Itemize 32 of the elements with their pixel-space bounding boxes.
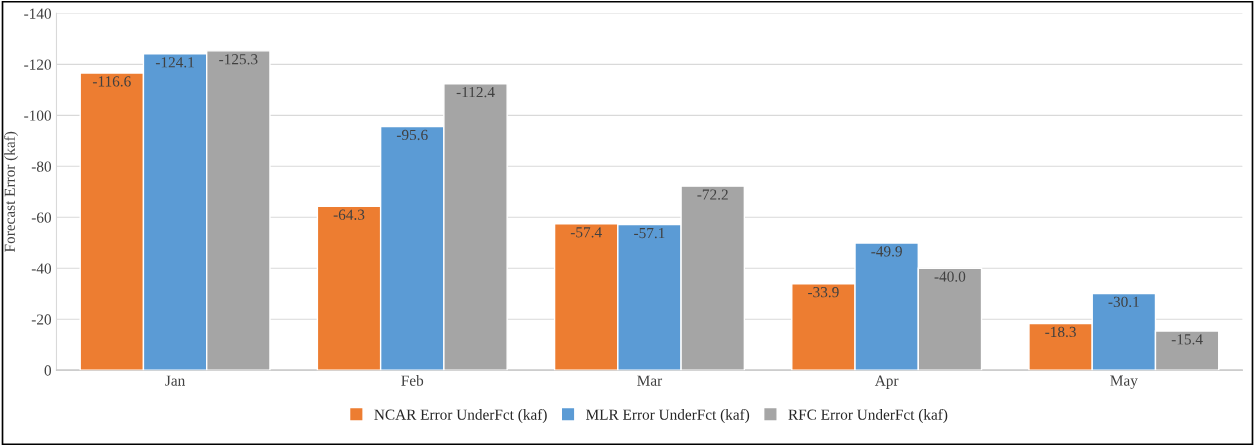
data-label: -49.9 [871,246,902,257]
data-label: -18.3 [1045,326,1076,338]
data-label: -125.3 [219,54,258,65]
data-label: -15.4 [1171,334,1203,345]
data-label: -116.6 [92,76,131,87]
x-tick-label: Jan [165,375,186,386]
x-tick-label: May [1110,375,1138,389]
y-tick-label: -140 [24,8,52,19]
legend-label: MLR Error UnderFct (kaf) [586,408,750,423]
y-tick-label: -40 [31,263,52,274]
y-tick-label: -80 [31,161,52,172]
data-label: -33.9 [808,287,839,298]
data-label: -57.1 [634,227,665,239]
data-label: -72.2 [697,189,728,200]
y-tick-label: -120 [24,59,52,70]
y-axis-title: Forecast Error (kaf) [4,131,19,252]
y-tick-label: -100 [24,110,52,121]
data-label: -40.0 [934,271,966,282]
data-label: -124.1 [155,57,194,68]
legend-label: NCAR Error UnderFct (kaf) [374,408,547,423]
data-label: -64.3 [333,209,365,220]
legend-label: RFC Error UnderFct (kaf) [788,408,948,423]
x-tick-label: Feb [401,375,424,386]
data-label: -57.4 [570,227,602,238]
y-tick-label: -20 [31,314,52,325]
x-tick-label: Apr [874,375,899,389]
data-label: -112.4 [456,86,495,98]
y-tick-label: 0 [44,365,52,376]
y-tick-label: -60 [31,212,52,223]
data-label: -30.1 [1108,296,1139,308]
x-tick-label: Mar [637,375,663,386]
data-label: -95.6 [396,129,428,141]
